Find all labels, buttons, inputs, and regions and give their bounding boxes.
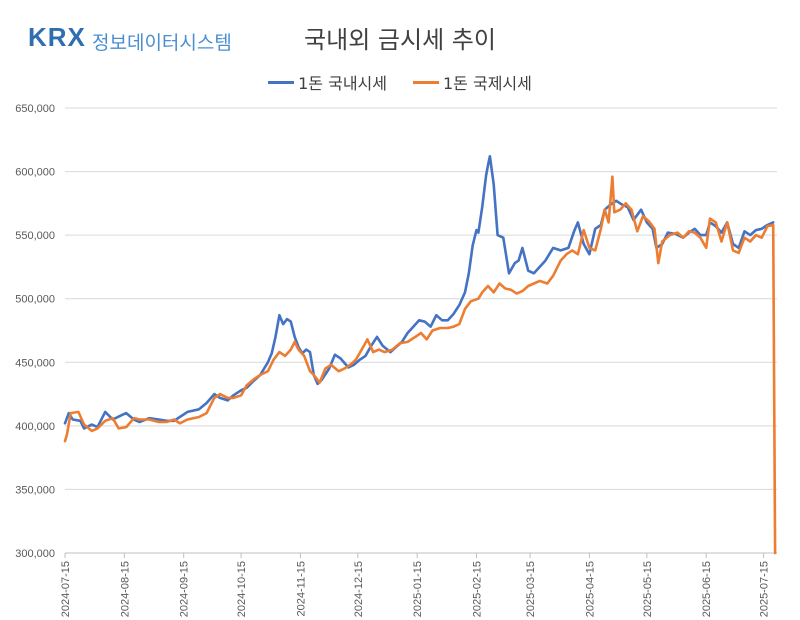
x-tick-label: 2024-10-15 <box>236 561 248 617</box>
legend-swatch-domestic <box>268 80 295 84</box>
krx-logo: KRX <box>28 22 86 52</box>
x-tick-label: 2024-08-15 <box>119 561 131 617</box>
series-line-1 <box>63 175 777 555</box>
y-tick-label: 300,000 <box>15 548 55 560</box>
y-tick-label: 400,000 <box>15 421 55 433</box>
x-tick-label: 2024-12-15 <box>353 561 365 617</box>
logo-subtitle: 정보데이터시스템 <box>92 32 232 54</box>
x-tick-label: 2024-07-15 <box>60 561 72 617</box>
x-tick-label: 2025-02-15 <box>472 561 484 617</box>
y-tick-label: 650,000 <box>15 103 55 115</box>
x-tick-label: 2024-11-15 <box>295 561 307 616</box>
x-tick-label: 2025-03-15 <box>525 561 537 617</box>
legend-item-international: 1돈 국제시세 <box>413 70 532 94</box>
x-tick-label: 2025-01-15 <box>412 561 424 617</box>
x-tick-label: 2025-04-15 <box>584 561 596 617</box>
legend-label-domestic: 1돈 국내시세 <box>298 74 387 93</box>
legend-swatch-international <box>413 80 439 84</box>
chart-title: 국내외 금시세 추이 <box>304 26 496 54</box>
y-tick-label: 600,000 <box>15 167 55 179</box>
x-tick-label: 2025-05-15 <box>642 561 654 617</box>
y-tick-label: 350,000 <box>15 484 55 496</box>
x-tick-label: 2025-07-15 <box>759 561 771 617</box>
legend-item-domestic: 1돈 국내시세 <box>268 70 387 94</box>
y-tick-label: 550,000 <box>15 230 55 242</box>
y-tick-label: 500,000 <box>15 294 55 306</box>
x-tick-label: 2024-09-15 <box>179 561 191 617</box>
legend-label-international: 1돈 국제시세 <box>443 74 532 93</box>
series-line-0 <box>63 155 775 430</box>
legend: 1돈 국내시세 1돈 국제시세 <box>0 70 800 94</box>
x-tick-label: 2025-06-15 <box>701 561 713 617</box>
y-tick-label: 450,000 <box>15 357 55 369</box>
